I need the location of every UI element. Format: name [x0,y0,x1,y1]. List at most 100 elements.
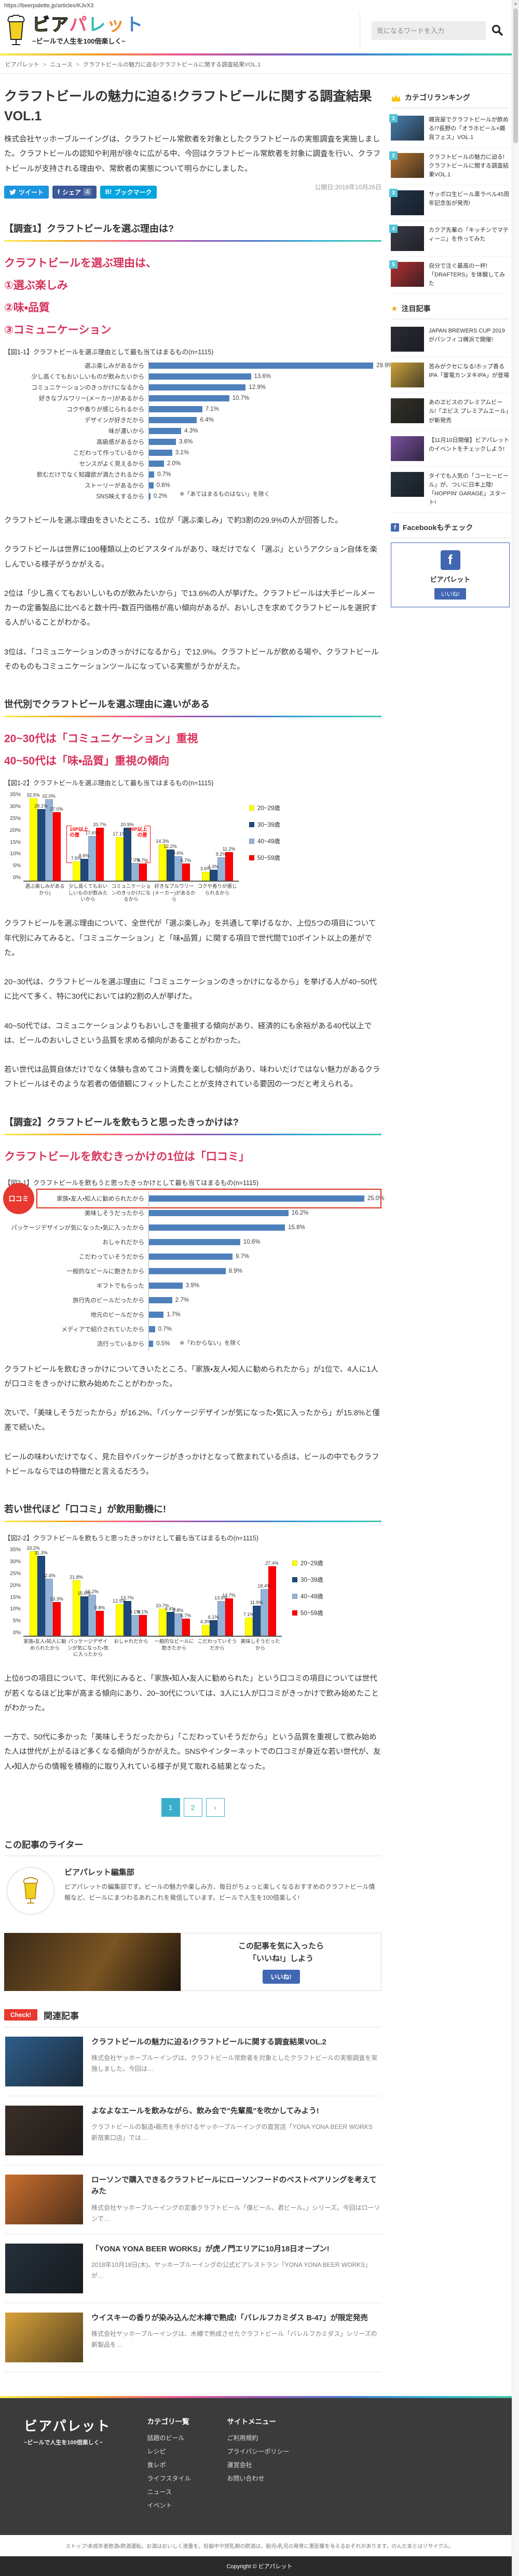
page-button[interactable]: 1 [161,1798,180,1817]
gradient-underline [4,716,381,718]
key-point-line: ②味・品質 [4,301,50,314]
sidebar-article-item[interactable]: あのヱビスのプレミアムビール!「ヱビス プレミアムエール」が新発売 [391,393,510,431]
bar-column: 6.7% [181,1547,191,1636]
bar [45,1579,53,1636]
facebook-share-button[interactable]: f シェア 4 [52,185,97,199]
scrollbar[interactable]: ▲ [512,0,519,2576]
bar [149,471,155,478]
chart-bar-row: 流行っているから 0.5% [4,1336,381,1351]
y-tick-label: 25% [9,815,21,821]
bar [166,850,174,881]
bar-label: ストーリーがあるから [85,483,144,490]
facebook-page-like-button[interactable]: いいね! [434,588,466,600]
bar-label: 飲むだけでなく知識欲が満たされるから [37,472,144,479]
paragraph: 20~30代は、クラフトビールを選ぶ理由に「コミュニケーションのきっかけになるか… [4,978,377,1001]
bar-value: 3.6% [179,439,193,445]
related-article-item[interactable]: ローソンで購入できるクラフトビールにローソンフードのベストペアリングを考えてみた… [4,2165,381,2234]
breadcrumb-link[interactable]: ニュース [50,62,73,68]
bar [149,1268,226,1274]
writer-name[interactable]: ビアパレット編集部 [64,1868,134,1877]
facebook-heading: f Facebookもチェック [391,522,510,538]
tweet-button[interactable]: ツイート [4,185,49,199]
gradient-underline [4,240,381,242]
legend-label: 50~59歳 [301,1610,323,1617]
sidebar-article-item[interactable]: 3 サッポロ生ビール黒ラベル45周年記念缶が発売! [389,185,510,221]
search-button[interactable] [491,24,503,38]
footer-link[interactable]: レシピ [147,2447,166,2455]
bar-value: 27.0% [50,806,63,812]
sidebar-article-item[interactable]: タイでも人気の「コーヒービール」が、ついに日本上陸!「HOPPIN' GARAG… [391,467,510,513]
bar [131,862,139,881]
legend-swatch [249,855,254,861]
paragraph: 若い世代は品質自体だけでなく体験も含めてコト消費を楽しむ傾向があり、味わいだけで… [4,1066,380,1089]
site-header: ビアパレット ~ビールで人生を100倍楽しく~ [0,10,519,55]
sidebar-article-item[interactable]: 【11月10日開催】ビアパレットのイベントをチェックしよう! [391,431,510,467]
bar-value: 0.2% [153,493,168,500]
bar-value: 18.4% [257,1583,271,1589]
legend-swatch [292,1561,297,1566]
sidebar-article-item[interactable]: 5 自分で注ぐ最高の一杯!「DRAFTERS」を体験してみた [389,257,510,295]
scrollbar-up-arrow[interactable]: ▲ [512,0,519,7]
legend-entry: 50~59歳 [249,854,280,862]
bar [123,1600,131,1636]
writer-profile: ビアパレット編集部 ビアパレットの編集部です。ビールの魅力や楽しみ方、毎日がちょ… [4,1856,381,1926]
footer-logo[interactable]: ビアパレット ~ビールで人生を100倍楽しく~ [24,2416,111,2514]
article-thumbnail [391,363,424,388]
hatena-bookmark-button[interactable]: B! ブックマーク [100,185,157,199]
footer-link[interactable]: 話題のビール [147,2434,185,2442]
related-article-item[interactable]: 「YONA YONA BEER WORKS」が虎ノ門エリアに10月18日オープン… [4,2234,381,2303]
sidebar-article-item[interactable]: 2 クラフトビールの魅力に迫る!クラフトビールに関する調査結果VOL.1 [389,148,510,186]
scrollbar-thumb[interactable] [513,8,518,143]
site-logo[interactable]: ビアパレット ~ビールで人生を100倍楽しく~ [4,15,144,47]
related-header: Check! 関連記事 [4,2009,381,2027]
bar-column: 20.7% [93,791,106,881]
word-of-mouth-badge: 口コミ [3,1182,34,1214]
rank-badge: 5 [389,260,398,269]
section3-paragraphs: クラフトビールを飲むきっかけについてきいたところ、「家族・友人・知人に勧められた… [4,1362,381,1480]
breadcrumb-link[interactable]: ビアパレット [5,62,39,68]
chart-note: ※「あてはまるものはない」を除く [180,491,270,497]
footer-link[interactable]: ニュース [147,2488,172,2496]
footer-link[interactable]: お問い合わせ [227,2474,265,2482]
ranking-list: 1 雑貨屋でクラフトビールが飲める!?長野の「オラホビール×雑貨フェス」VOL.1… [389,110,510,295]
footer-link[interactable]: 運営会社 [227,2461,252,2469]
breadcrumb-link[interactable]: クラフトビールの魅力に迫る!クラフトビールに関する調査結果VOL.1 [83,62,261,68]
article-thumbnail [391,327,424,352]
bar-column: 4.3% [208,791,218,881]
footer-menu-links: ご利用規約プライバシーポリシー 運営会社お問い合わせ [227,2433,290,2483]
bar-track: 0.7% [148,1321,381,1336]
related-article-item[interactable]: よなよなエールを飲みながら、飲み会で"先輩風"を吹かしてみよう! クラフトビールの… [4,2096,381,2165]
bar-column: 20.9% [120,791,134,881]
sidebar-article-item[interactable]: 4 カクア先輩の「キッチンでマティーニ」を作ってみた [389,221,510,257]
bar-label: 味が濃いから [108,428,144,435]
y-tick-label: 35% [9,1547,21,1553]
footer-link[interactable]: プライバシーポリシー [227,2447,290,2455]
footer-link[interactable]: ライフスタイル [147,2474,191,2482]
next-page-button[interactable]: › [206,1798,225,1817]
sidebar-article-item[interactable]: 苦みがクセになる!ホップ香るIPA「雷電カンヌキIPA」が登場 [391,357,510,394]
bar-column: 32.5% [26,791,40,881]
search-input[interactable] [372,21,486,40]
sidebar-article-item[interactable]: 1 雑貨屋でクラフトビールが飲める!?長野の「オラホビール×雑貨フェス」VOL.1 [389,110,510,148]
bar [260,1589,268,1636]
legend-swatch [249,839,254,844]
related-article-title: ローソンで購入できるクラフトビールにローソンフードのベストペアリングを考えてみた [91,2176,377,2196]
related-article-item[interactable]: ウイスキーの香りが染み込んだ木樽で熟成!「バレルフカミダス B-47」が限定発売… [4,2303,381,2372]
facebook-plugin[interactable]: f ビアパレット いいね! [391,542,510,607]
facebook-logo-icon: f [440,550,460,570]
related-article-item[interactable]: クラフトビールの魅力に迫る!クラフトビールに関する調査結果VOL.2 株式会社ヤッ… [4,2027,381,2096]
bar-value: 16.2% [85,1589,99,1594]
facebook-like-button[interactable]: いいね! [262,1969,300,1984]
page-button[interactable]: 2 [183,1798,202,1817]
sidebar-article-item[interactable]: JAPAN BREWERS CUP 2019 がパシフィコ横浜で開催! [391,322,510,358]
footer-link[interactable]: 食レポ [147,2461,166,2469]
bar-column: 9.6% [173,791,183,881]
hatena-icon: B! [105,188,112,196]
bar [149,1326,155,1332]
bar-label: 好きなブルワリー(メーカー)があるから [38,396,144,402]
footer-link[interactable]: ご利用規約 [227,2434,258,2442]
writer-section-heading: この記事のライター [4,1837,381,1856]
footer-link[interactable]: イベント [147,2501,172,2509]
footer-brand: ビアパレット [24,2418,111,2434]
bar-group: 4.3% 6.1% 13.6% 14.7% [196,1547,239,1636]
